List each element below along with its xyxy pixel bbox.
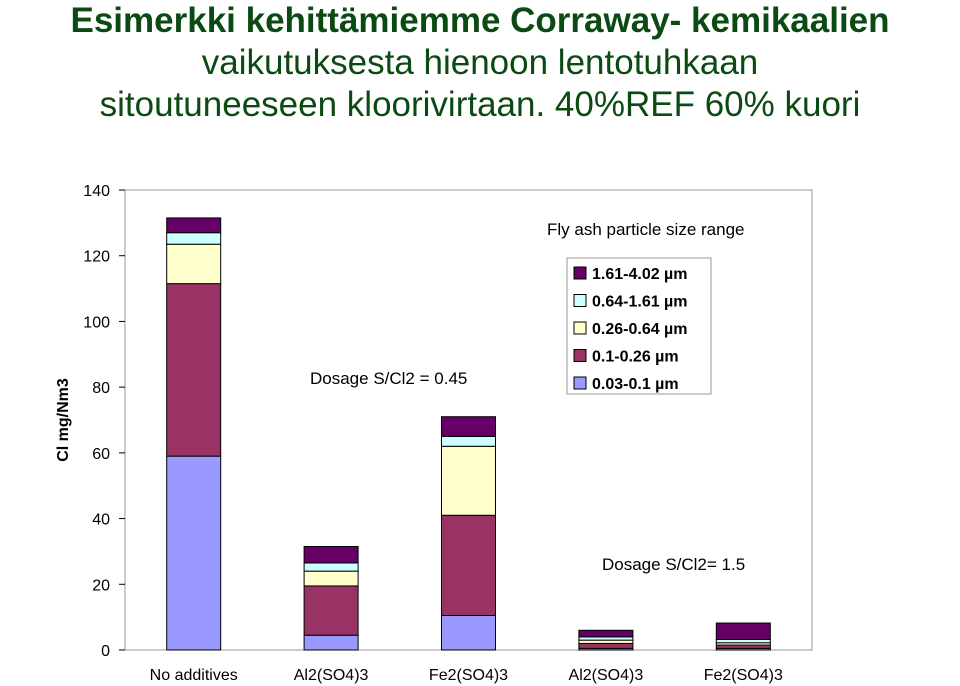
bar-segment-3-4 bbox=[578, 629, 634, 638]
y-tick-label: 0 bbox=[101, 643, 110, 660]
y-axis: 0 20 40 60 80 100 120 140 bbox=[83, 183, 125, 660]
annotation-dosage-low: Dosage S/Cl2 = 0.45 bbox=[310, 369, 467, 388]
title-line-3: sitoutuneeseen kloorivirtaan. 40%REF 60%… bbox=[99, 85, 861, 124]
bar-segment-0-2 bbox=[166, 243, 222, 285]
bar-segment-3-1 bbox=[578, 642, 634, 649]
legend-label: 1.61-4.02 µm bbox=[592, 266, 688, 283]
legend-swatch bbox=[573, 266, 587, 280]
title-line-1: Esimerkki kehittämiemme Corraway- kemika… bbox=[70, 1, 890, 40]
legend-label: 0.64-1.61 µm bbox=[592, 294, 688, 311]
x-tick-label: Fe2(SO4)3 bbox=[704, 667, 783, 684]
x-tick-label: Al2(SO4)3 bbox=[294, 667, 369, 684]
bar-segment-1-2 bbox=[303, 570, 359, 587]
legend-label: 0.1-0.26 µm bbox=[592, 349, 679, 366]
slide-title: Esimerkki kehittämiemme Corraway- kemika… bbox=[0, 0, 960, 126]
bar-segment-1-1 bbox=[303, 585, 359, 636]
y-tick-label: 140 bbox=[83, 183, 110, 200]
bar-segment-2-2 bbox=[441, 445, 496, 516]
bar-segment-1-3 bbox=[303, 562, 359, 572]
legend-swatch bbox=[573, 294, 587, 307]
bar-segment-2-1 bbox=[441, 514, 496, 616]
bar-segment-0-1 bbox=[166, 283, 222, 457]
annotation-dosage-high: Dosage S/Cl2= 1.5 bbox=[602, 555, 745, 574]
y-tick-label: 40 bbox=[92, 512, 110, 529]
bar-segment-2-4 bbox=[441, 416, 496, 437]
legend-swatch bbox=[573, 349, 587, 362]
legend-label: 0.26-0.64 µm bbox=[592, 321, 688, 338]
legend-swatch bbox=[573, 321, 587, 335]
y-axis-label: Cl mg/Nm3 bbox=[55, 378, 72, 462]
bar-segment-0-0 bbox=[166, 455, 222, 651]
y-tick-label: 60 bbox=[92, 446, 110, 463]
bar-segment-1-4 bbox=[303, 546, 359, 564]
y-tick-label: 120 bbox=[83, 249, 110, 266]
legend: Fly ash particle size range 1.61-4.02 µm… bbox=[547, 220, 744, 395]
legend-title: Fly ash particle size range bbox=[547, 220, 744, 239]
x-tick-label: No additives bbox=[150, 667, 238, 684]
legend-swatch bbox=[573, 376, 587, 390]
legend-items: 1.61-4.02 µm 0.64-1.61 µm 0.26-0.64 µm 0.1-… bbox=[573, 266, 688, 393]
bar-segment-1-0 bbox=[303, 634, 359, 651]
x-axis: No additives Al2(SO4)3 Fe2(SO4)3 Al2(SO4)3 F… bbox=[150, 667, 783, 684]
bar-segment-4-4 bbox=[715, 622, 771, 640]
title-line-2: vaikutuksesta hienoon lentotuhkaan bbox=[201, 43, 759, 82]
x-tick-label: Al2(SO4)3 bbox=[569, 667, 644, 684]
legend-box bbox=[566, 257, 712, 395]
y-tick-label: 80 bbox=[92, 380, 110, 397]
y-tick-label: 20 bbox=[92, 577, 110, 594]
bar-segment-0-4 bbox=[166, 217, 222, 234]
bars bbox=[166, 217, 771, 651]
legend-label: 0.03-0.1 µm bbox=[592, 376, 679, 393]
x-tick-label: Fe2(SO4)3 bbox=[429, 667, 508, 684]
bar-segment-0-3 bbox=[166, 232, 222, 245]
bar-segment-2-0 bbox=[441, 615, 496, 651]
y-tick-label: 100 bbox=[83, 314, 110, 331]
bar-segment-2-3 bbox=[441, 435, 496, 447]
